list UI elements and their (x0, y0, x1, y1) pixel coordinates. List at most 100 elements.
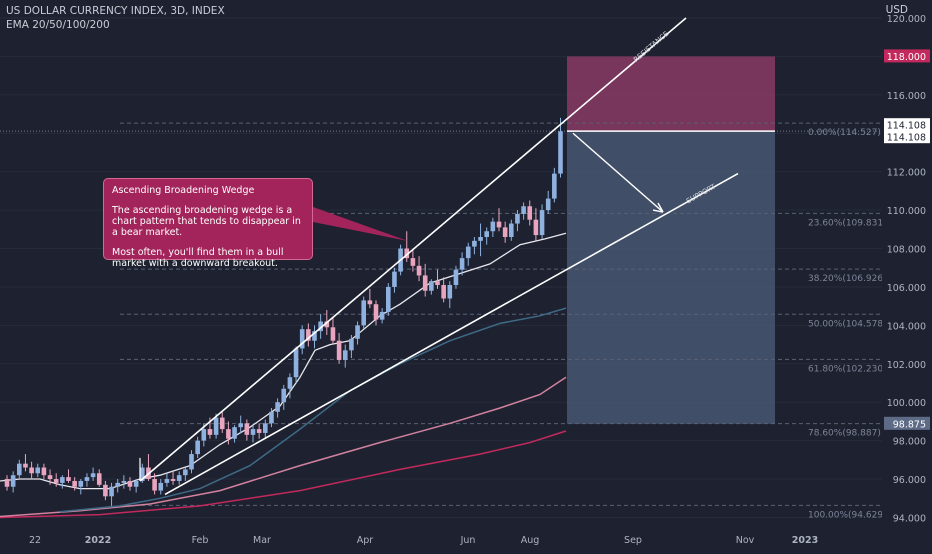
candle-body (533, 219, 539, 236)
candle-body (53, 479, 59, 483)
candle-body (336, 340, 342, 360)
candle-body (478, 236, 483, 241)
candle-body (4, 479, 10, 487)
callout-text-2: Most often, you'll find them in a bull m… (112, 247, 284, 269)
resistance-trendline (139, 17, 687, 482)
candle-body (312, 331, 317, 341)
fib-label: 61.80%(102.230) (808, 364, 887, 374)
support-trendline (164, 172, 739, 496)
candle-body (109, 486, 114, 497)
candle-body (410, 258, 416, 266)
x-tick-label: Nov (736, 535, 755, 546)
ema-100-line (0, 376, 567, 518)
candle-body (459, 258, 465, 270)
candle-body (293, 348, 299, 378)
candle-body (552, 173, 557, 199)
y-tick-label: 96.000 (893, 475, 926, 486)
candle-body (238, 423, 243, 428)
candle-body (355, 325, 360, 339)
candle-body (435, 281, 440, 286)
candle-body (90, 473, 96, 478)
candle-body (263, 423, 268, 433)
ema-200-line (0, 430, 567, 519)
price-label-target (884, 49, 930, 63)
candle-body (226, 429, 231, 439)
price-label-text: 114.108 (887, 121, 926, 132)
x-tick-label: Apr (357, 535, 374, 546)
fib-label: 0.00%(114.527) (808, 128, 881, 138)
candle-body (66, 477, 71, 481)
candle-body (367, 300, 373, 305)
candle-body (318, 321, 323, 332)
y-tick-label: 108.000 (887, 245, 926, 256)
candle-body (269, 411, 274, 424)
candle-body (158, 482, 164, 491)
candle-body (133, 480, 139, 487)
candle-body (373, 304, 379, 320)
fib-label: 78.60%(98.887) (808, 429, 881, 439)
candle-body (441, 285, 446, 299)
candle-body (140, 467, 145, 481)
candle-body (96, 473, 102, 485)
x-tick-label: Aug (521, 535, 540, 546)
candle-body (250, 429, 256, 435)
candle-body (429, 281, 434, 291)
candle-body (127, 480, 133, 487)
y-tick-label: 104.000 (887, 321, 926, 332)
candle-body (78, 480, 84, 487)
candle-body (84, 477, 90, 481)
candle-body (195, 440, 200, 455)
candle-body (213, 417, 219, 435)
candle-body (330, 327, 336, 341)
price-label-text: 118.000 (887, 52, 926, 63)
fib-label: 38.20%(106.926) (808, 274, 887, 284)
x-tick-label: 22 (29, 535, 41, 546)
candle-body (219, 417, 225, 430)
candle-body (299, 329, 305, 349)
price-label-last (884, 118, 930, 132)
candle-body (121, 480, 127, 483)
price-label-current (884, 130, 930, 144)
candle-body (306, 329, 311, 341)
projection-arrow (572, 132, 664, 213)
candle-body (484, 231, 489, 237)
price-label-text: 114.108 (887, 133, 926, 144)
candle-body (244, 423, 250, 435)
candle-body (60, 477, 65, 483)
candle-body (152, 479, 157, 491)
candle-body (539, 210, 545, 236)
candle-body (465, 246, 471, 259)
candle-body (416, 265, 422, 276)
indicator-label[interactable]: EMA 20/50/100/200 (6, 19, 110, 31)
candle-body (72, 480, 77, 487)
candle-body (472, 240, 477, 247)
candle-body (502, 227, 508, 237)
candle-body (342, 350, 348, 360)
candle-body (349, 338, 354, 351)
candle-body (189, 454, 194, 470)
candle-body (281, 388, 287, 403)
callout-title: Ascending Broadening Wedge (112, 185, 255, 196)
price-label-stop (884, 416, 930, 430)
price-label-text: 98.875 (893, 419, 926, 430)
candle-body (29, 467, 34, 474)
candle-body (176, 475, 182, 481)
x-tick-label: Mar (253, 535, 271, 546)
target-zone (567, 56, 775, 132)
candle-body (490, 221, 496, 232)
candle-body (41, 467, 47, 476)
projection-arrowhead (652, 202, 664, 213)
symbol-title[interactable]: US DOLLAR CURRENCY INDEX, 3D, INDEX (6, 5, 225, 17)
callout-pointer (313, 207, 408, 241)
x-tick-label: Jun (460, 535, 476, 546)
callout-text-1: The ascending broadening wedge is a char… (112, 205, 301, 238)
time-axis (0, 528, 932, 550)
candle-body (17, 463, 22, 476)
candle-body (35, 467, 41, 474)
candle-body (521, 206, 526, 214)
candle-body (509, 223, 514, 237)
wedge-callout[interactable]: Ascending Broadening Wedge The ascending… (103, 178, 313, 269)
